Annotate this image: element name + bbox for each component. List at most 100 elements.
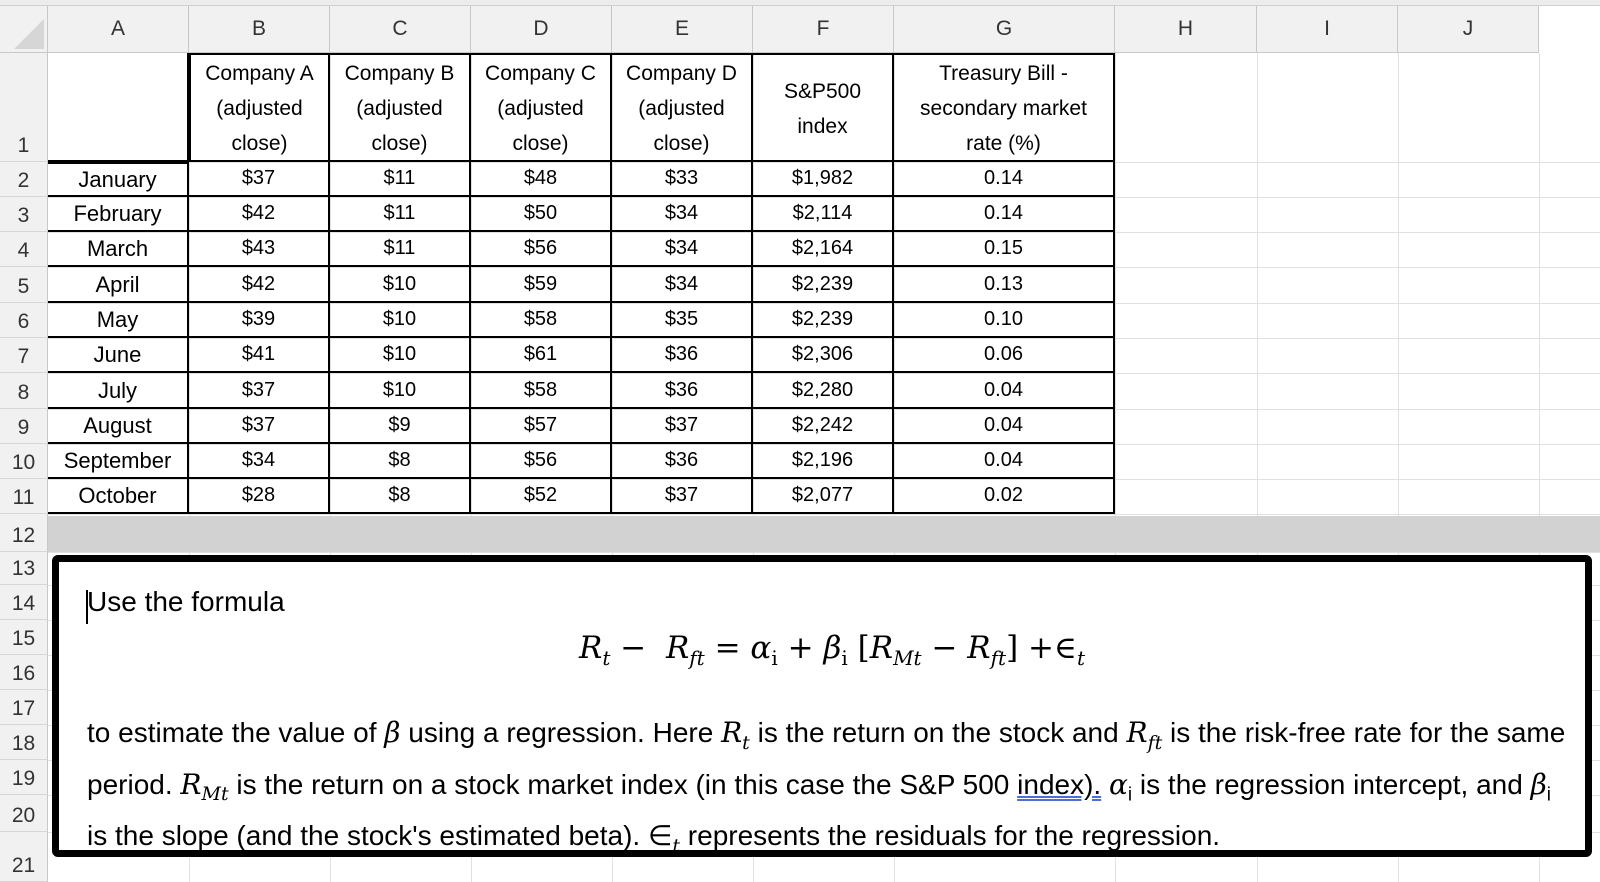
formula-textbox[interactable]: Use the formula Rt − Rft = αi + βi [RMt … (52, 555, 1592, 857)
column-header-d[interactable]: D (471, 6, 612, 53)
row-header-12[interactable]: 12 (0, 514, 48, 552)
table-cell[interactable]: 0.04 (894, 409, 1115, 444)
row-header-20[interactable]: 20 (0, 795, 48, 832)
column-header-f[interactable]: F (753, 6, 894, 53)
table-cell[interactable]: $10 (330, 303, 471, 338)
table-header-cell[interactable]: S&P500 index (753, 53, 894, 162)
table-cell[interactable]: 0.14 (894, 197, 1115, 232)
row-header-3[interactable]: 3 (0, 197, 48, 232)
table-cell[interactable]: $2,114 (753, 197, 894, 232)
row-header-10[interactable]: 10 (0, 444, 48, 479)
table-header-cell[interactable]: Company B (adjusted close) (330, 53, 471, 162)
table-cell[interactable]: $2,077 (753, 479, 894, 514)
table-cell[interactable]: $41 (189, 338, 330, 373)
table-cell[interactable]: $36 (612, 338, 753, 373)
table-cell[interactable]: $2,242 (753, 409, 894, 444)
table-cell[interactable]: 0.15 (894, 232, 1115, 267)
table-cell[interactable]: $57 (471, 409, 612, 444)
table-cell[interactable]: $50 (471, 197, 612, 232)
column-header-h[interactable]: H (1115, 6, 1257, 53)
row-header-1[interactable]: 1 (0, 53, 48, 162)
table-cell[interactable]: $59 (471, 267, 612, 303)
table-cell[interactable]: 0.02 (894, 479, 1115, 514)
table-cell[interactable]: $43 (189, 232, 330, 267)
table-cell[interactable]: $11 (330, 162, 471, 197)
row-header-2[interactable]: 2 (0, 162, 48, 197)
row-header-9[interactable]: 9 (0, 409, 48, 444)
table-cell[interactable]: $8 (330, 444, 471, 479)
column-header-a[interactable]: A (48, 6, 189, 53)
table-cell[interactable]: $39 (189, 303, 330, 338)
month-cell[interactable]: February (48, 197, 189, 232)
table-cell[interactable]: $35 (612, 303, 753, 338)
table-cell[interactable]: $61 (471, 338, 612, 373)
table-cell[interactable]: $37 (189, 373, 330, 409)
column-header-c[interactable]: C (330, 6, 471, 53)
table-cell[interactable]: 0.13 (894, 267, 1115, 303)
row-header-13[interactable]: 13 (0, 552, 48, 585)
table-cell[interactable]: $36 (612, 373, 753, 409)
table-cell[interactable]: 0.06 (894, 338, 1115, 373)
row-header-4[interactable]: 4 (0, 232, 48, 267)
table-cell[interactable]: $10 (330, 373, 471, 409)
table-cell[interactable]: $52 (471, 479, 612, 514)
table-cell[interactable]: $42 (189, 267, 330, 303)
table-cell[interactable]: $2,164 (753, 232, 894, 267)
column-header-i[interactable]: I (1257, 6, 1398, 53)
table-cell[interactable]: 0.04 (894, 373, 1115, 409)
row-header-21[interactable]: 21 (0, 832, 48, 882)
table-cell[interactable]: $11 (330, 197, 471, 232)
row-header-18[interactable]: 18 (0, 725, 48, 760)
table-cell[interactable]: $58 (471, 373, 612, 409)
month-cell[interactable]: October (48, 479, 189, 514)
table-cell[interactable]: $34 (612, 232, 753, 267)
table-cell[interactable]: $33 (612, 162, 753, 197)
table-cell[interactable]: $58 (471, 303, 612, 338)
month-cell[interactable]: August (48, 409, 189, 444)
month-cell[interactable]: September (48, 444, 189, 479)
table-cell[interactable]: $56 (471, 444, 612, 479)
column-header-e[interactable]: E (612, 6, 753, 53)
table-cell[interactable]: $2,239 (753, 267, 894, 303)
row-header-15[interactable]: 15 (0, 620, 48, 655)
table-cell[interactable]: $10 (330, 267, 471, 303)
table-cell[interactable]: $8 (330, 479, 471, 514)
table-cell[interactable]: 0.14 (894, 162, 1115, 197)
table-cell[interactable]: $9 (330, 409, 471, 444)
table-cell[interactable]: $37 (612, 409, 753, 444)
table-cell[interactable]: $37 (612, 479, 753, 514)
row-header-14[interactable]: 14 (0, 585, 48, 620)
table-header-cell[interactable]: Company A (adjusted close) (189, 53, 330, 162)
table-cell[interactable]: $1,982 (753, 162, 894, 197)
table-header-cell[interactable]: Treasury Bill - secondary market rate (%) (894, 53, 1115, 162)
table-cell[interactable]: $2,239 (753, 303, 894, 338)
column-header-b[interactable]: B (189, 6, 330, 53)
table-cell[interactable]: $2,280 (753, 373, 894, 409)
row-header-11[interactable]: 11 (0, 479, 48, 514)
table-header-cell[interactable]: Company D (adjusted close) (612, 53, 753, 162)
table-cell[interactable]: $11 (330, 232, 471, 267)
table-cell[interactable]: $42 (189, 197, 330, 232)
table-cell[interactable]: $36 (612, 444, 753, 479)
row-header-19[interactable]: 19 (0, 760, 48, 795)
month-cell[interactable]: April (48, 267, 189, 303)
column-header-g[interactable]: G (894, 6, 1115, 53)
table-cell[interactable]: $56 (471, 232, 612, 267)
select-all-corner[interactable] (0, 6, 48, 53)
table-cell[interactable]: $34 (612, 267, 753, 303)
column-header-j[interactable]: J (1398, 6, 1539, 53)
table-cell[interactable]: 0.10 (894, 303, 1115, 338)
table-cell[interactable]: $10 (330, 338, 471, 373)
table-cell[interactable]: $2,306 (753, 338, 894, 373)
table-cell[interactable]: $34 (612, 197, 753, 232)
row-header-17[interactable]: 17 (0, 690, 48, 725)
month-cell[interactable]: June (48, 338, 189, 373)
table-cell[interactable]: 0.04 (894, 444, 1115, 479)
table-cell[interactable]: $28 (189, 479, 330, 514)
month-cell[interactable]: July (48, 373, 189, 409)
table-cell[interactable]: $48 (471, 162, 612, 197)
table-cell[interactable]: $37 (189, 409, 330, 444)
month-cell[interactable]: May (48, 303, 189, 338)
table-cell[interactable]: $34 (189, 444, 330, 479)
